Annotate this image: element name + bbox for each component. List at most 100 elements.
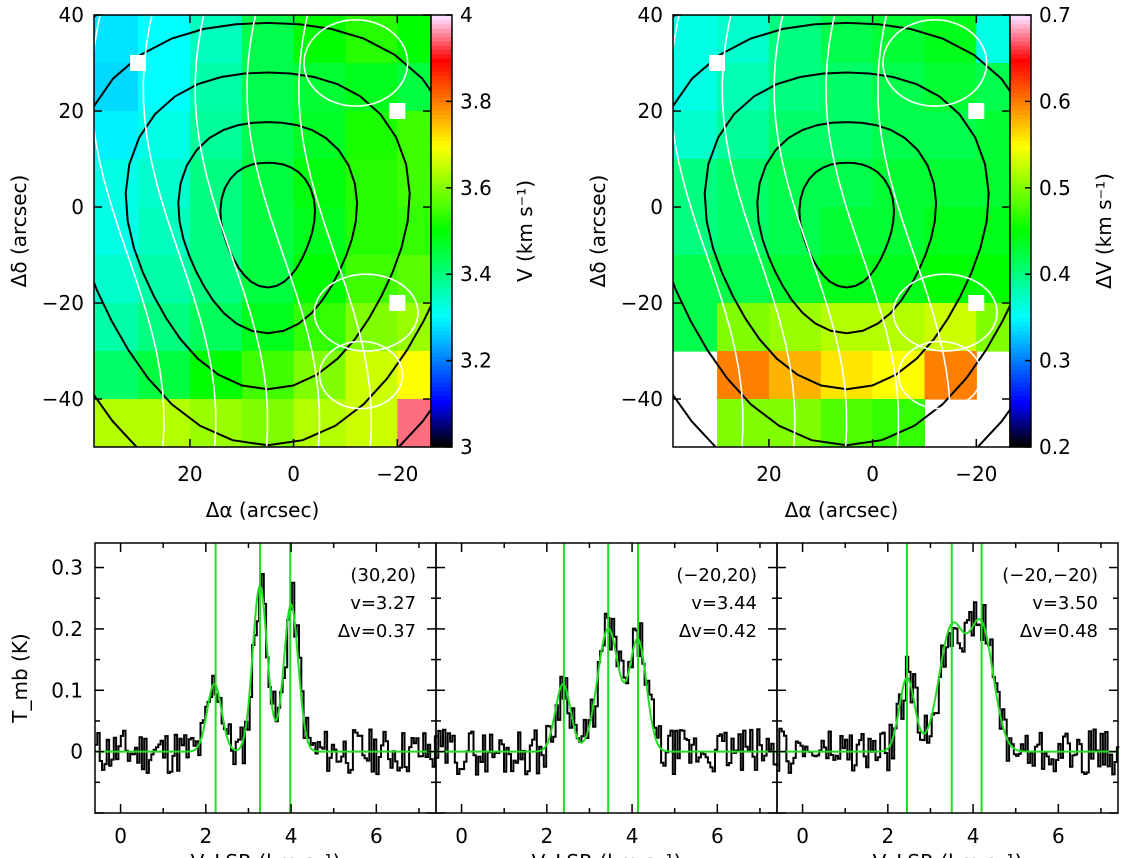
colorbar-band [431, 403, 452, 409]
colorbar-band [431, 421, 452, 426]
white-contour [773, 15, 848, 447]
colorbar-band [431, 45, 452, 51]
x-tick-label: 20 [756, 462, 781, 486]
y-tick-label: −40 [42, 387, 84, 411]
white-contour [94, 15, 165, 447]
map-cell [768, 207, 822, 256]
colorbar-band [1010, 360, 1031, 366]
white-contour [673, 15, 744, 447]
map-cell [138, 63, 191, 112]
colorbar-band [1010, 442, 1031, 448]
colorbar-band [431, 377, 452, 383]
colorbar-band [431, 148, 452, 154]
x-tick-label: 6 [711, 824, 724, 848]
black-contour [703, 71, 990, 391]
colorbar-band [431, 265, 452, 271]
fit-curve [95, 585, 436, 753]
map-cell [872, 159, 926, 208]
position-marker [709, 55, 726, 71]
colorbar-band [1010, 161, 1031, 167]
colorbar-band [1010, 351, 1031, 357]
colorbar-band [1010, 226, 1031, 232]
colorbar-band [1010, 412, 1031, 418]
colorbar-band [1010, 343, 1031, 349]
colorbar-band [431, 330, 452, 336]
colorbar-band [1010, 19, 1031, 25]
white-contour [298, 15, 373, 447]
map-cell [976, 111, 1010, 160]
y-axis-label: Δδ (arcsec) [586, 175, 610, 288]
map-cell [397, 15, 431, 64]
colorbar-band [1010, 248, 1031, 254]
x-axis-label: V_LSR (km s⁻¹) [191, 850, 341, 858]
map-cell [138, 159, 191, 208]
colorbar-band [1010, 218, 1031, 223]
map-cells [94, 15, 431, 447]
colorbar-band [1010, 200, 1031, 206]
colorbar-band [431, 222, 452, 228]
colorbar-band [1010, 356, 1031, 362]
colorbar-band [431, 347, 452, 353]
colorbar-band [1010, 295, 1031, 301]
colorbar-band [1010, 317, 1031, 323]
colorbar-band [431, 179, 452, 185]
colorbar-band [431, 434, 452, 439]
map-cell [976, 159, 1010, 208]
colorbar-band [1010, 105, 1031, 111]
colorbar-tick-label: 3.6 [460, 176, 492, 200]
colorbar-band [431, 304, 452, 310]
colorbar-band [431, 313, 452, 318]
colorbar-band [431, 261, 452, 267]
map-cell [189, 207, 243, 256]
map-cell [717, 159, 770, 208]
colorbar-band [1010, 144, 1031, 150]
colorbar-band [1010, 84, 1031, 90]
colorbar-band [1010, 256, 1031, 262]
colorbar-band [1010, 62, 1031, 68]
x-tick-label: 4 [967, 824, 980, 848]
colorbar-band [431, 62, 452, 68]
colorbar-band [431, 58, 452, 64]
y-tick-label: −40 [621, 387, 663, 411]
colorbar-band [1010, 308, 1031, 314]
colorbar-band [1010, 32, 1031, 38]
colorbar-band [431, 140, 452, 146]
colorbar-band [431, 101, 452, 107]
map-cell [345, 159, 398, 208]
map-cells [673, 15, 1010, 447]
white-contour [882, 18, 988, 108]
colorbar-band [1010, 140, 1031, 146]
velocity-label: v=3.44 [691, 593, 757, 614]
colorbar-band [1010, 110, 1031, 115]
colorbar-band [1010, 291, 1031, 297]
y-tick-label: 40 [59, 3, 84, 27]
position-label: (−20,−20) [1002, 565, 1098, 586]
position-label: (−20,20) [676, 565, 757, 586]
colorbar-band [1010, 53, 1031, 59]
colorbar-band [431, 278, 452, 284]
colorbar-band [1010, 438, 1031, 444]
map-cell [768, 159, 822, 208]
linewidth-map-panel: 20 0 −20 40 20 0 −20 −40 Δα (arcsec) Δδ (arcsec) 0… [586, 3, 1116, 522]
white-contour [303, 18, 409, 108]
map-cell [189, 63, 243, 112]
colorbar-band [1010, 395, 1031, 401]
linewidth-label: Δv=0.42 [679, 621, 757, 642]
velocity-label: v=3.27 [350, 593, 416, 614]
y-tick-label: −20 [621, 291, 663, 315]
colorbar-band [1010, 58, 1031, 64]
white-contour [194, 15, 269, 447]
colorbar-band [1010, 434, 1031, 439]
colorbar-band [431, 326, 452, 331]
colorbar-band [431, 157, 452, 163]
colorbar-band [1010, 386, 1031, 392]
colorbar-band [1010, 183, 1031, 189]
colorbar-band [1010, 75, 1031, 81]
colorbar-band [431, 321, 452, 327]
map-cell [872, 207, 926, 256]
colorbar-band [431, 369, 452, 375]
map-cell [345, 111, 398, 160]
colorbar-band [1010, 282, 1031, 288]
x-tick-label: 0 [455, 824, 468, 848]
black-contour [756, 121, 938, 335]
